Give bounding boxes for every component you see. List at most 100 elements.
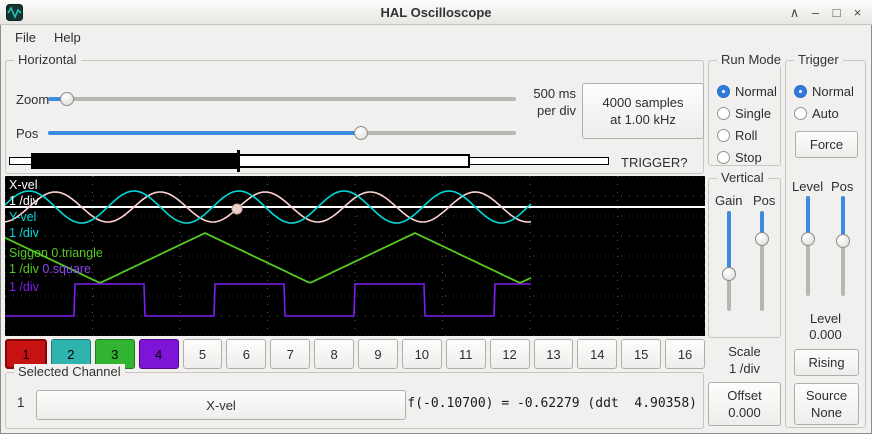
- vertical-pos-fill: [760, 211, 764, 239]
- radio-icon: [794, 106, 807, 120]
- zoom-slider[interactable]: [48, 91, 516, 107]
- record-view-window[interactable]: [238, 154, 470, 168]
- vertical-title: Vertical: [717, 170, 768, 185]
- trigger-level-handle[interactable]: [801, 232, 815, 246]
- run-mode-title: Run Mode: [717, 52, 785, 67]
- scope-canvas[interactable]: [5, 176, 705, 336]
- zoom-label: Zoom: [16, 92, 50, 107]
- pos-slider[interactable]: [48, 125, 516, 141]
- vertical-gain-label: Gain: [715, 193, 743, 208]
- selected-channel-title: Selected Channel: [14, 364, 125, 379]
- vertical-gain-fill: [727, 211, 731, 274]
- channel-button[interactable]: 6: [226, 339, 267, 369]
- channel-button[interactable]: 13: [533, 339, 574, 369]
- maximize-icon[interactable]: □: [832, 5, 841, 20]
- horizontal-panel: Horizontal Zoom 500 ms per div 4000 samp…: [5, 52, 704, 174]
- channel-button[interactable]: 4: [138, 339, 179, 369]
- minimize-icon[interactable]: –: [811, 5, 820, 20]
- radio-label: Normal: [735, 83, 777, 99]
- selected-channel-number: 1: [17, 395, 25, 410]
- selected-channel-panel: Selected Channel 1 X-vel f(-0.10700) = -…: [5, 364, 704, 429]
- app-icon[interactable]: [6, 4, 23, 21]
- channel-button[interactable]: 5: [182, 339, 223, 369]
- channel-button[interactable]: 10: [401, 339, 442, 369]
- trigger-pos-fill: [841, 196, 845, 241]
- radio-label: Single: [735, 105, 772, 121]
- vertical-pos-handle[interactable]: [755, 232, 769, 246]
- record-extent-strip: [9, 157, 609, 165]
- record-filled-segment: [31, 153, 238, 169]
- scope-display[interactable]: X-vel 1 /div Y-vel 1 /div Siggen 0.triangle 1…: [5, 176, 705, 336]
- trigger-source-line1: Source: [805, 388, 848, 403]
- run-mode-roll[interactable]: Roll: [717, 125, 757, 145]
- radio-label: Normal: [812, 83, 854, 99]
- vertical-scale-value: 1 /div: [728, 361, 761, 376]
- channel-button[interactable]: 15: [621, 339, 662, 369]
- close-icon[interactable]: ×: [853, 5, 862, 20]
- radio-icon: [717, 106, 730, 120]
- trigger-source-line2: None: [810, 405, 843, 420]
- vertical-pos-label: Pos: [753, 193, 776, 208]
- trigger-force-button[interactable]: Force: [795, 131, 858, 158]
- samples-button-line1: 4000 samples: [602, 95, 684, 110]
- run-mode-normal[interactable]: Normal: [717, 81, 777, 101]
- channel-button[interactable]: 11: [445, 339, 486, 369]
- wave-y-vel: [5, 190, 532, 224]
- vertical-pos-track[interactable]: [760, 211, 764, 311]
- channel-button[interactable]: 9: [358, 339, 398, 369]
- trigger-pos-label: Pos: [831, 179, 854, 194]
- perdiv-text: 500 ms per div: [512, 85, 576, 119]
- pos-slider-handle[interactable]: [354, 126, 368, 140]
- samples-button[interactable]: 4000 samples at 1.00 kHz: [582, 83, 704, 139]
- radio-label: Stop: [735, 149, 762, 165]
- vertical-offset-line1: Offset: [727, 388, 762, 403]
- trigger-pos-slider[interactable]: [835, 196, 851, 296]
- radio-icon: [717, 150, 730, 164]
- trigger-level-label: Level: [792, 179, 824, 194]
- vertical-offset-button[interactable]: Offset 0.000: [708, 382, 781, 426]
- pos-label: Pos: [16, 126, 39, 141]
- run-mode-single[interactable]: Single: [717, 103, 771, 123]
- run-mode-panel: Run Mode Normal Single Roll Stop: [708, 52, 785, 167]
- shade-icon[interactable]: ∧: [789, 4, 800, 20]
- radio-icon: [794, 84, 807, 98]
- channel-button[interactable]: 7: [270, 339, 311, 369]
- vertical-panel: Vertical Gain Pos: [708, 170, 781, 338]
- trigger-hint: TRIGGER?: [621, 155, 688, 170]
- zoom-slider-handle[interactable]: [60, 92, 74, 106]
- selected-channel-readout: f(-0.10700) = -0.62279 (ddt 4.90358): [407, 396, 697, 411]
- trigger-panel: Trigger Normal Auto Force Level Pos Leve…: [785, 52, 866, 428]
- vertical-pos-slider[interactable]: [754, 211, 770, 311]
- menubar: File Help: [0, 26, 872, 52]
- channel-button[interactable]: 14: [577, 339, 618, 369]
- window-title: HAL Oscilloscope: [380, 5, 492, 20]
- wave-x-vel: [5, 191, 532, 223]
- samples-button-line2: at 1.00 kHz: [610, 112, 676, 127]
- trigger-source-button[interactable]: Source None: [794, 383, 859, 425]
- titlebar: HAL Oscilloscope ∧ – □ ×: [0, 0, 872, 25]
- perdiv-line1: 500 ms: [533, 86, 576, 101]
- channel-button[interactable]: 8: [314, 339, 354, 369]
- trigger-pos-handle[interactable]: [836, 234, 850, 248]
- run-mode-stop[interactable]: Stop: [717, 147, 762, 167]
- zoom-slider-track[interactable]: [48, 97, 516, 101]
- radio-label: Roll: [735, 127, 758, 143]
- trigger-auto[interactable]: Auto: [794, 103, 839, 123]
- vertical-offset-line2: 0.000: [728, 405, 761, 420]
- selected-channel-name-button[interactable]: X-vel: [36, 390, 406, 420]
- menu-file[interactable]: File: [15, 30, 36, 45]
- radio-icon: [717, 84, 730, 98]
- trigger-normal[interactable]: Normal: [794, 81, 854, 101]
- trigger-position-tick[interactable]: [237, 150, 240, 172]
- menu-help[interactable]: Help: [53, 30, 81, 45]
- vertical-gain-slider[interactable]: [721, 211, 737, 311]
- trigger-marker[interactable]: [231, 203, 243, 215]
- channel-button[interactable]: 12: [489, 339, 530, 369]
- trigger-level-slider[interactable]: [800, 196, 816, 296]
- pos-slider-fill: [48, 131, 361, 135]
- radio-icon: [717, 128, 730, 142]
- vertical-gain-handle[interactable]: [722, 267, 736, 281]
- channel-button[interactable]: 16: [665, 339, 705, 369]
- trigger-level-track[interactable]: [806, 196, 810, 296]
- trigger-edge-button[interactable]: Rising: [794, 349, 859, 376]
